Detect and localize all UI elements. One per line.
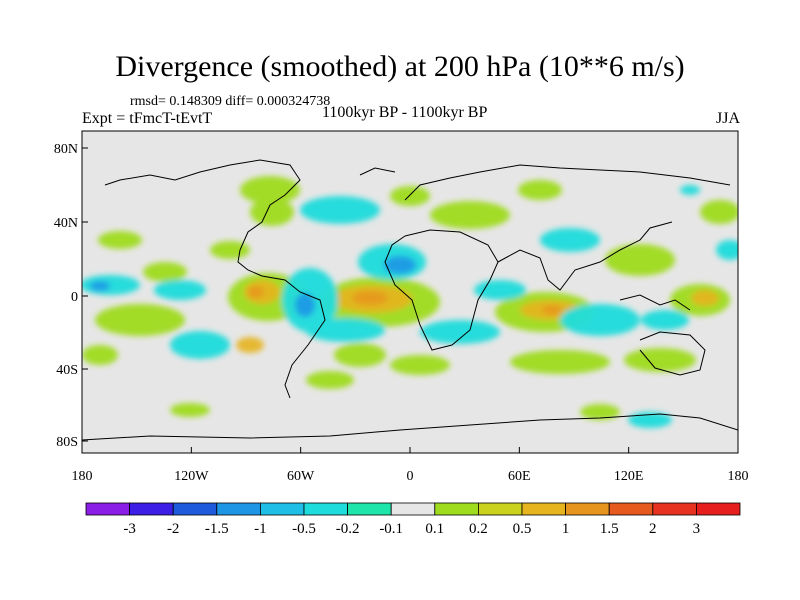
- x-tick-label: 120E: [614, 469, 644, 484]
- plot-title: Divergence (smoothed) at 200 hPa (10**6 …: [115, 50, 685, 83]
- colorbar-label: -3: [123, 521, 136, 537]
- colorbar-swatch: [129, 502, 174, 516]
- x-tick-label: 0: [407, 469, 414, 484]
- colorbar-label: -0.2: [336, 521, 360, 537]
- colorbar-swatch: [477, 502, 523, 516]
- colorbar-label: 2: [649, 521, 657, 537]
- colorbar-swatch: [303, 502, 348, 516]
- colorbar-swatch: [85, 502, 130, 516]
- colorbar-swatch: [652, 502, 697, 516]
- season-label: JJA: [716, 110, 741, 127]
- colorbar-label: 0.2: [469, 521, 488, 537]
- y-tick-label: 0: [71, 290, 78, 305]
- x-tick-label: 180: [72, 469, 93, 484]
- colorbar-label: -0.1: [379, 521, 403, 537]
- colorbar-swatch: [696, 502, 741, 516]
- divergence-field: [82, 176, 738, 428]
- x-tick-label: 120W: [174, 469, 209, 484]
- colorbar-label: -0.5: [292, 521, 316, 537]
- colorbar-label: 1: [562, 521, 570, 537]
- y-tick-label: 80S: [56, 435, 78, 450]
- colorbar-label: 1.5: [600, 521, 619, 537]
- y-axis: 80N 40N 0 40S 80S: [54, 142, 88, 450]
- colorbar-label: 3: [693, 521, 701, 537]
- y-tick-label: 80N: [54, 142, 78, 157]
- colorbar-swatch: [172, 502, 218, 516]
- colorbar-swatch: [608, 502, 654, 516]
- colorbar-swatch: [434, 502, 479, 516]
- colorbar: -3 -2 -1.5 -1 -0.5 -0.2 -0.1 0.1 0.2 0.5 1 1.5 2 3: [85, 502, 741, 537]
- colorbar-label: 0.1: [425, 521, 444, 537]
- coastlines: [82, 159, 738, 441]
- colorbar-swatch: [347, 502, 392, 516]
- y-tick-label: 40S: [56, 363, 78, 378]
- experiment-label: Expt = tFmcT-tEvtT: [82, 110, 213, 127]
- colorbar-swatch: [216, 502, 261, 516]
- colorbar-swatch: [565, 502, 610, 516]
- colorbar-swatch: [259, 502, 305, 516]
- y-tick-label: 40N: [54, 216, 78, 231]
- rmsd-diff-stats: rmsd= 0.148309 diff= 0.000324738: [130, 94, 331, 109]
- colorbar-label: -2: [167, 521, 180, 537]
- colorbar-label: -1.5: [205, 521, 229, 537]
- colorbar-swatch: [390, 502, 436, 516]
- colorbar-label: 0.5: [513, 521, 532, 537]
- x-tick-label: 60W: [287, 469, 315, 484]
- x-axis: 180 120W 60W 0 60E 120E 180: [72, 447, 749, 484]
- x-tick-label: 60E: [508, 469, 531, 484]
- period-label: 1100kyr BP - 1100kyr BP: [322, 104, 488, 121]
- colorbar-label: -1: [254, 521, 267, 537]
- colorbar-swatch: [521, 502, 566, 516]
- x-tick-label: 180: [728, 469, 749, 484]
